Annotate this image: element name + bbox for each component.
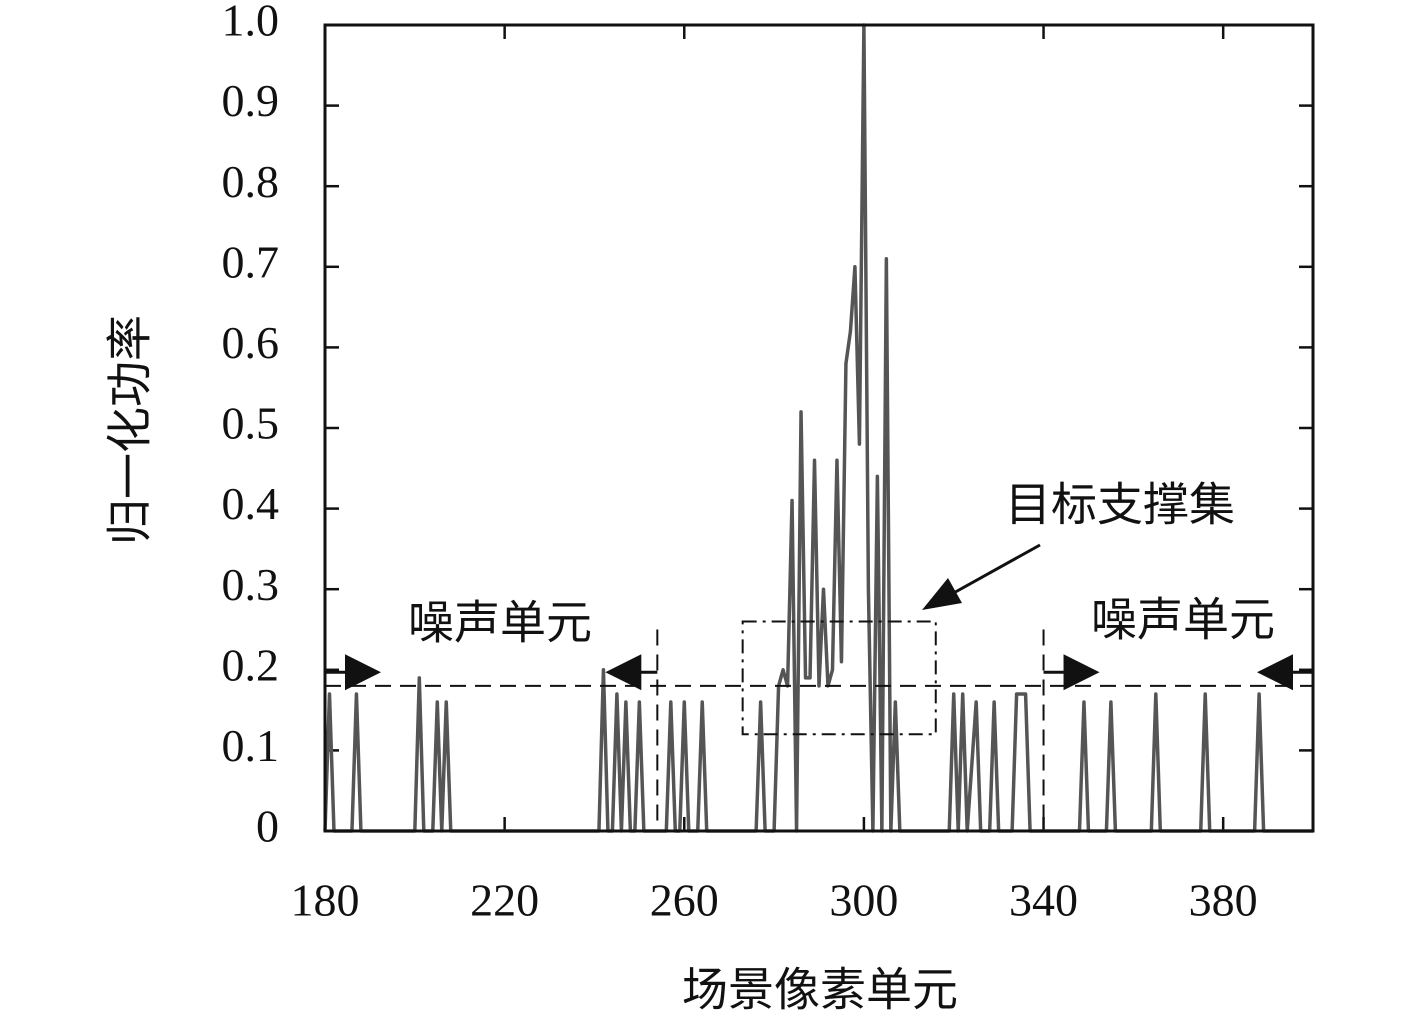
arrow-head [345,654,381,691]
y-tick-label: 0.4 [222,478,280,529]
annotation: 噪声单元 [1091,595,1275,646]
x-tick-label: 220 [470,875,539,926]
arrow-head [1063,654,1100,691]
arrow-head [1257,654,1293,691]
arrow-shaft [949,543,1041,597]
y-tick-label: 0.8 [222,156,280,207]
y-tick-label: 1.0 [222,0,280,46]
x-tick-label: 260 [650,875,719,926]
y-tick-label: 0 [256,801,279,852]
plot-frame [323,23,1315,833]
y-tick-label: 0.6 [222,317,280,368]
y-tick-label: 0.2 [222,639,280,690]
y-tick-label: 0.9 [222,75,280,126]
y-tick-label: 0.7 [222,236,280,287]
y-tick-label: 0.3 [222,559,280,610]
support-box [741,620,937,736]
arrow-head [922,578,962,610]
y-tick-label: 0.5 [222,398,280,449]
x-tick-label: 180 [291,875,360,926]
annotation: 噪声单元 [408,598,592,649]
y-tick-label: 0.1 [222,720,280,771]
x-tick-label: 300 [829,875,898,926]
y-axis-label: 归一化功率 [105,315,156,545]
x-tick-label: 340 [1009,875,1078,926]
x-tick-label: 380 [1189,875,1258,926]
annotation: 目标支撑集 [1005,480,1235,531]
x-axis-label: 场景像素单元 [682,965,958,1016]
data-line [323,23,1313,833]
arrow-head [605,654,642,691]
